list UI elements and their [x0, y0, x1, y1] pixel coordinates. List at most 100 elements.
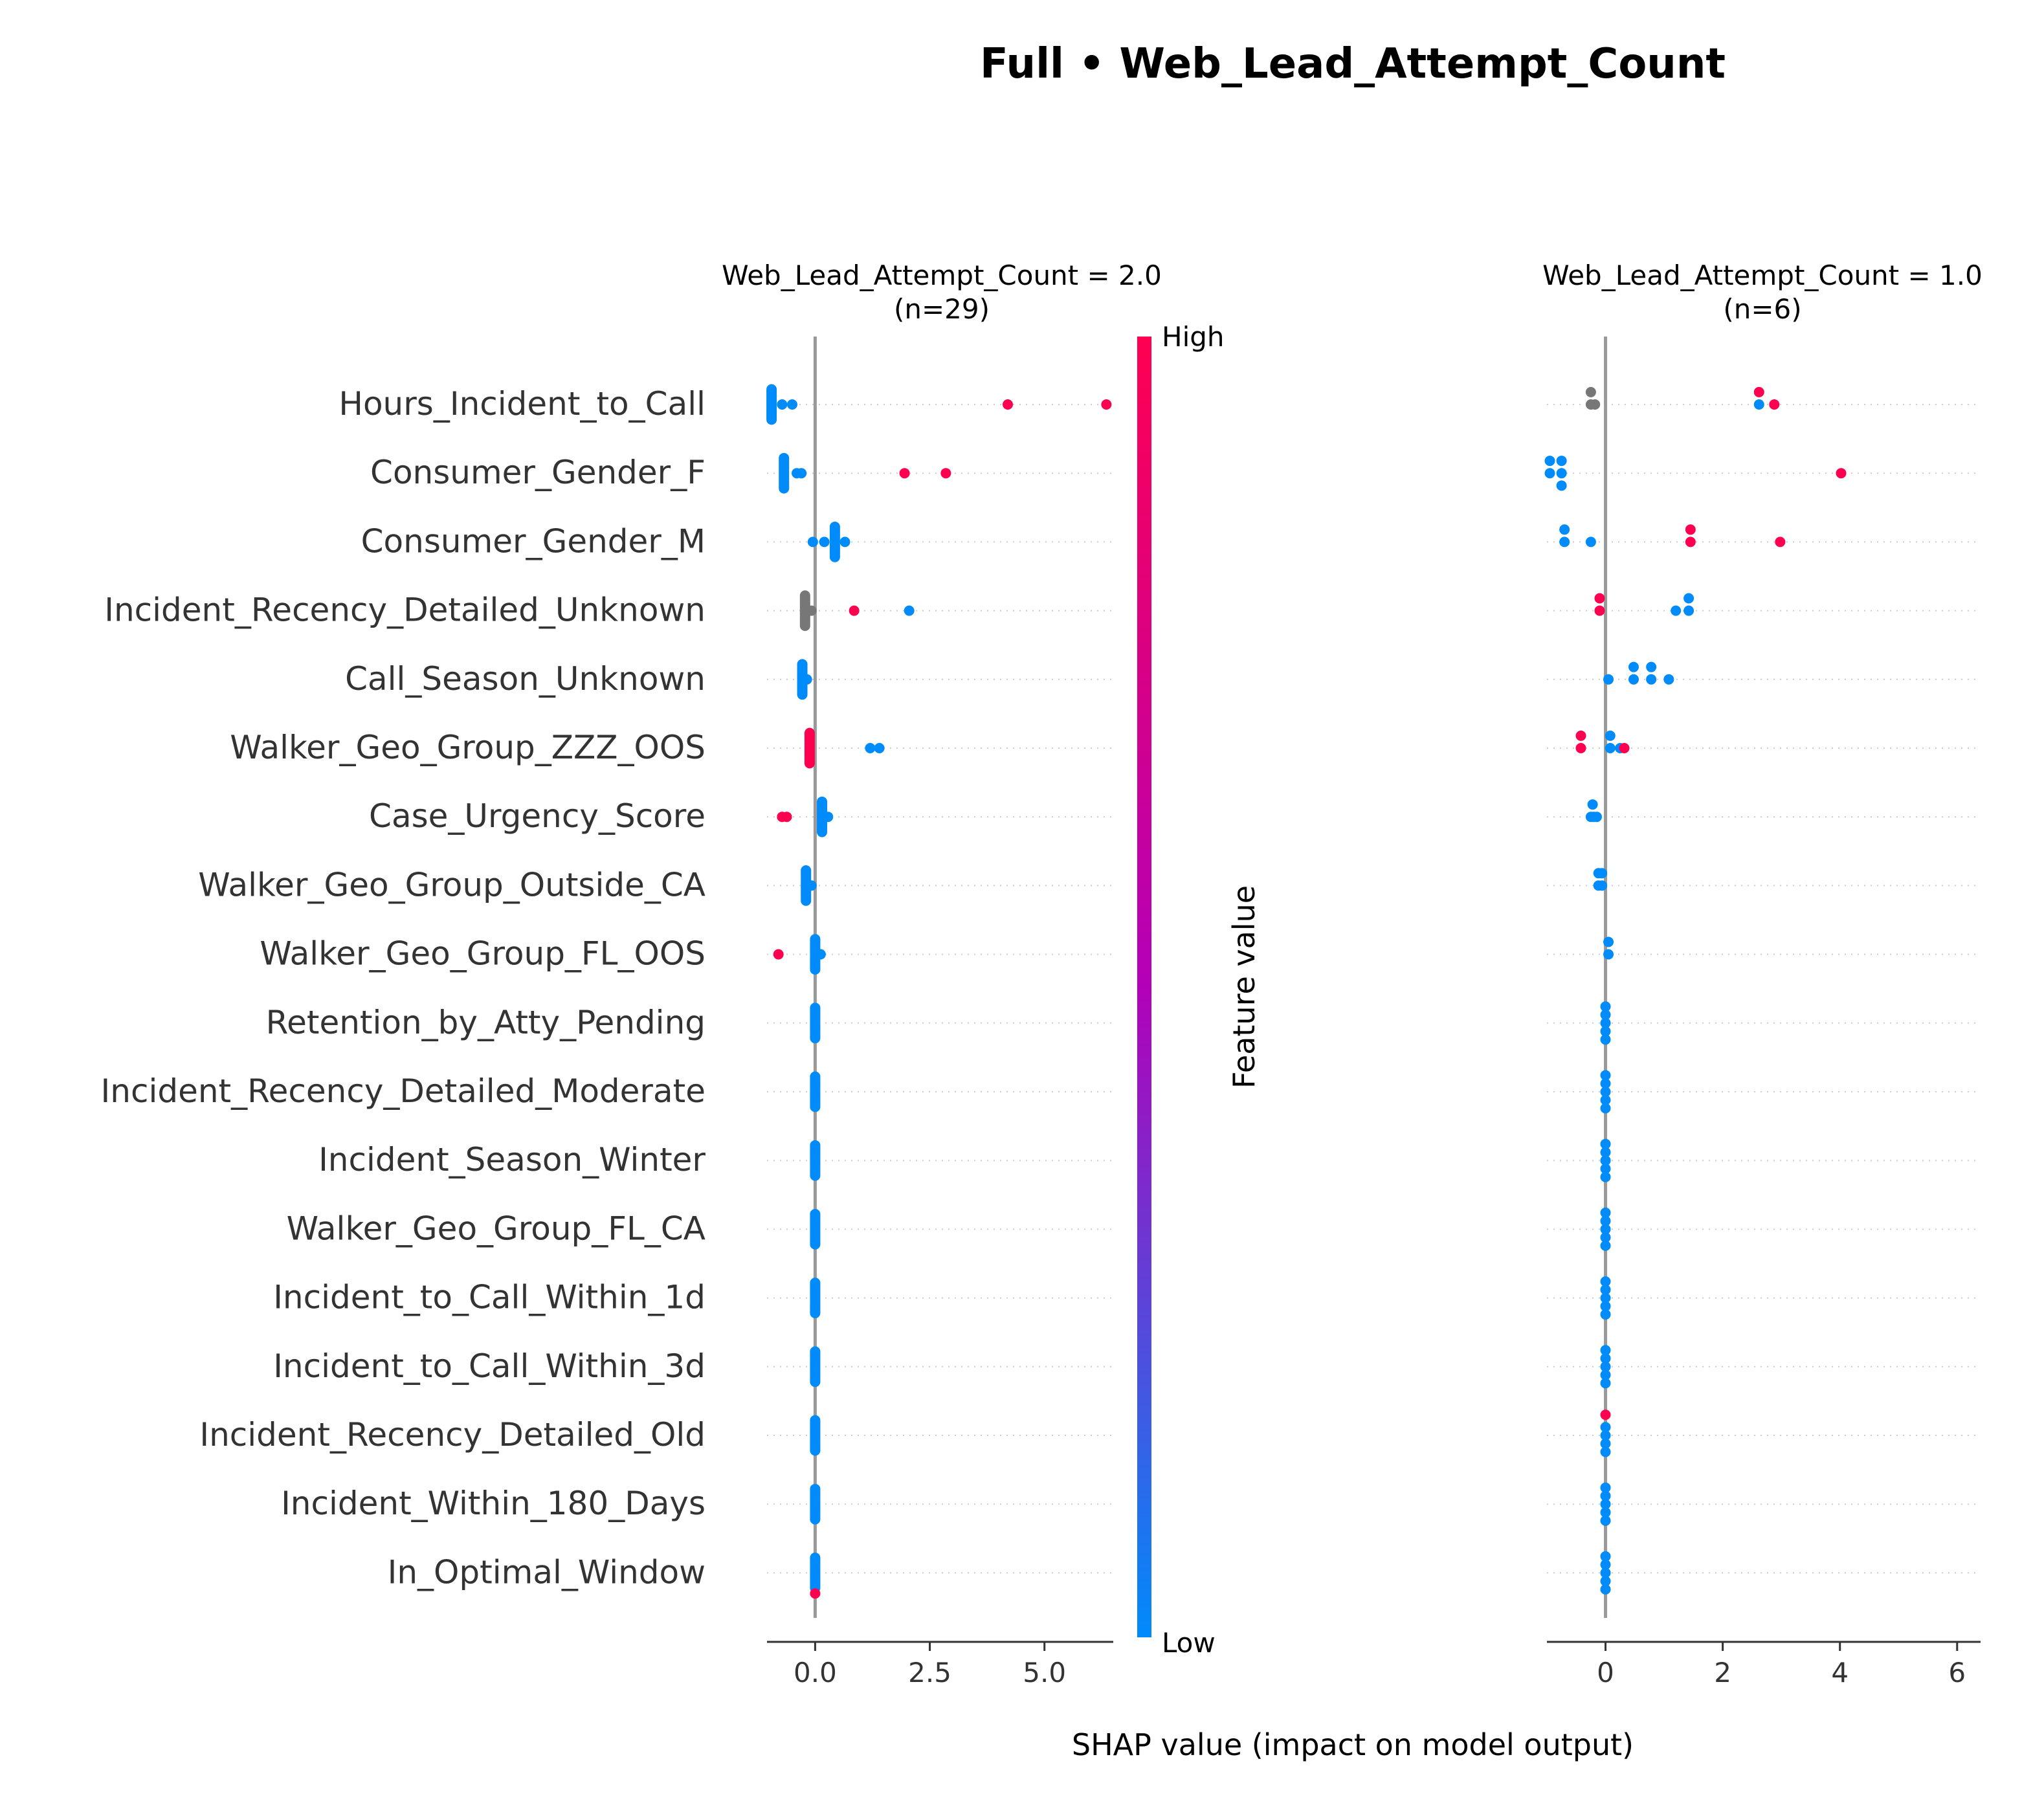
panel-2-shap-point-retention-by-atty-pending	[1600, 1001, 1611, 1012]
panel-2-shap-point-consumer-gender-f	[1544, 456, 1555, 467]
panel-2-shap-point-incident-season-winter	[1600, 1155, 1611, 1166]
panel-1-shap-point-walker-geo-group-outside-ca	[801, 895, 812, 906]
panel-2-shap-point-hours-incident-to-call	[1590, 399, 1601, 410]
panel-2-shap-point-consumer-gender-f	[1556, 468, 1567, 479]
panel-1-shap-point-hours-incident-to-call	[777, 399, 788, 410]
panel-1-shap-point-walker-geo-group-outside-ca	[806, 880, 817, 891]
panel-2-shap-point-incident-recency-detailed-old	[1600, 1410, 1611, 1421]
panel-1-shap-point-hours-incident-to-call	[766, 414, 777, 425]
panel-2-shap-point-call-season-unknown	[1628, 661, 1639, 672]
panel-1-shap-point-walker-geo-group-fl-oos	[815, 949, 826, 960]
panel-2-shap-point-call-season-unknown	[1603, 674, 1614, 685]
panel-2-shap-point-consumer-gender-f	[1836, 468, 1847, 479]
panel-2-shap-point-incident-season-winter	[1600, 1147, 1611, 1158]
panel-1-x-tick-label: 5.0	[1023, 1657, 1066, 1688]
panel-2-shap-point-incident-recency-detailed-moderate	[1600, 1087, 1611, 1097]
colorbar	[1137, 337, 1151, 1637]
panel-2-shap-point-walker-geo-group-fl-ca	[1600, 1232, 1611, 1243]
panel-2-subtitle: (n=6)	[1723, 293, 1801, 325]
panel-1-title: Web_Lead_Attempt_Count = 2.0	[722, 260, 1162, 291]
panel-1-x-tick-label: 2.5	[908, 1657, 951, 1688]
panel-2-shap-point-incident-recency-detailed-unknown	[1671, 605, 1682, 616]
panel-2-shap-point-walker-geo-group-fl-oos	[1603, 936, 1614, 947]
panel-2-shap-point-walker-geo-group-outside-ca	[1597, 880, 1608, 891]
panel-2-shap-point-incident-to-call-within-3d	[1600, 1369, 1611, 1380]
panel-1-shap-point-hours-incident-to-call	[1101, 399, 1112, 410]
panel-2-shap-point-call-season-unknown	[1628, 674, 1639, 685]
feature-label-in-optimal-window: In_Optimal_Window	[388, 1553, 705, 1591]
panel-2-shap-point-consumer-gender-m	[1559, 536, 1570, 548]
panel-1-shap-point-incident-season-winter	[810, 1170, 821, 1181]
panel-2-shap-point-retention-by-atty-pending	[1600, 1026, 1611, 1037]
panel-2-shap-point-incident-recency-detailed-old	[1600, 1430, 1611, 1441]
panel-2-shap-point-hours-incident-to-call	[1585, 386, 1596, 397]
panel-1-shap-point-walker-geo-group-fl-oos	[810, 964, 821, 975]
panel-2-shap-point-incident-to-call-within-1d	[1600, 1284, 1611, 1295]
panel-1-shap-point-consumer-gender-f	[940, 468, 951, 479]
panel-2-shap-point-walker-geo-group-fl-ca	[1600, 1207, 1611, 1218]
feature-label-hours-incident-to-call: Hours_Incident_to_Call	[339, 385, 705, 423]
feature-label-consumer-gender-m: Consumer_Gender_M	[361, 522, 705, 560]
panel-2-shap-point-incident-recency-detailed-unknown	[1683, 605, 1694, 616]
panel-2-shap-point-consumer-gender-m	[1585, 536, 1596, 548]
panel-2-shap-point-walker-geo-group-zzz-oos	[1575, 743, 1586, 753]
panel-2-shap-point-consumer-gender-m	[1559, 524, 1570, 535]
panel-1-shap-point-case-urgency-score	[781, 812, 792, 823]
feature-label-incident-season-winter: Incident_Season_Winter	[318, 1141, 705, 1178]
panel-1-shap-point-walker-geo-group-fl-oos	[773, 949, 784, 960]
panel-2-shap-point-retention-by-atty-pending	[1600, 1010, 1611, 1021]
feature-labels: Hours_Incident_to_Call Consumer_Gender_F C…	[101, 385, 706, 1591]
panel-2-shap-point-incident-recency-detailed-moderate	[1600, 1078, 1611, 1089]
panel-2-shap-point-call-season-unknown	[1646, 661, 1657, 672]
panel-1-shap-point-in-optimal-window	[810, 1588, 821, 1599]
panel-2-shap-point-incident-to-call-within-1d	[1600, 1276, 1611, 1287]
panel-1-shap-point-incident-within-180-days	[810, 1514, 821, 1525]
panel-2-shap-point-incident-within-180-days	[1600, 1490, 1611, 1501]
panel-2-shap-point-walker-geo-group-zzz-oos	[1605, 730, 1616, 741]
panel-1-shap-point-consumer-gender-f	[899, 468, 910, 479]
panel-2-shap-point-incident-recency-detailed-old	[1600, 1422, 1611, 1433]
panel-2-shap-point-hours-incident-to-call	[1753, 386, 1764, 397]
panel-1-shap-point-consumer-gender-m	[819, 536, 830, 548]
panel-2-shap-point-walker-geo-group-fl-ca	[1600, 1215, 1611, 1226]
panel-2-shap-point-walker-geo-group-zzz-oos	[1605, 743, 1616, 753]
panel-1-shap-point-incident-recency-detailed-old	[810, 1445, 821, 1456]
colorbar-high-label: High	[1162, 321, 1225, 353]
panel-2-shap-point-in-optimal-window	[1600, 1551, 1611, 1562]
panel-2-shap-point-case-urgency-score	[1591, 812, 1602, 823]
feature-label-walker-geo-group-fl-oos: Walker_Geo_Group_FL_OOS	[260, 935, 705, 973]
panel-1-shap-point-call-season-unknown	[801, 674, 812, 685]
panel-2-shap-point-incident-season-winter	[1600, 1138, 1611, 1149]
panel-1-shap-point-walker-geo-group-zzz-oos	[804, 758, 815, 769]
panel-2-shap-point-in-optimal-window	[1600, 1584, 1611, 1595]
panel-2-shap-point-incident-recency-detailed-old	[1600, 1446, 1611, 1457]
panel-1-shap-point-incident-recency-detailed-unknown	[799, 620, 810, 631]
panel-1-shap-point-retention-by-atty-pending	[810, 1033, 821, 1044]
panel-2-plot: 0 2 4 6	[1544, 337, 1981, 1688]
panel-2-shap-point-incident-season-winter	[1600, 1171, 1611, 1182]
panel-1-shap-point-consumer-gender-f	[796, 468, 807, 479]
panel-2-shap-point-consumer-gender-m	[1685, 524, 1696, 535]
panel-2-shap-point-consumer-gender-m	[1775, 536, 1786, 548]
panel-1-shap-point-incident-recency-detailed-unknown	[806, 605, 817, 616]
panel-2-shap-point-consumer-gender-m	[1685, 536, 1696, 548]
panel-1-shap-point-consumer-gender-m	[807, 536, 818, 548]
panel-1-shap-point-case-urgency-score	[823, 812, 834, 823]
panel-2-shap-point-incident-season-winter	[1600, 1163, 1611, 1174]
panel-1-shap-point-consumer-gender-f	[779, 483, 790, 494]
panel-1-shap-point-walker-geo-group-zzz-oos	[874, 743, 885, 753]
panel-1-shap-point-case-urgency-score	[817, 826, 828, 837]
feature-label-walker-geo-group-fl-ca: Walker_Geo_Group_FL_CA	[287, 1210, 705, 1247]
panel-1-shap-point-incident-recency-detailed-unknown	[849, 605, 860, 616]
panel-2-shap-point-walker-geo-group-fl-oos	[1603, 949, 1614, 960]
panel-1-plot: 0.0 2.5 5.0	[766, 337, 1113, 1688]
panel-2-shap-point-incident-within-180-days	[1600, 1499, 1611, 1510]
panel-2-title: Web_Lead_Attempt_Count = 1.0	[1542, 260, 1983, 291]
panel-2-shap-point-walker-geo-group-zzz-oos	[1619, 743, 1630, 753]
panel-1-shap-point-incident-to-call-within-3d	[810, 1377, 821, 1388]
panel-2-shap-point-walker-geo-group-zzz-oos	[1575, 730, 1586, 741]
panel-2-x-tick-label: 4	[1831, 1657, 1849, 1688]
panel-2-shap-point-incident-recency-detailed-moderate	[1600, 1103, 1611, 1114]
panel-2-shap-point-in-optimal-window	[1600, 1576, 1611, 1587]
